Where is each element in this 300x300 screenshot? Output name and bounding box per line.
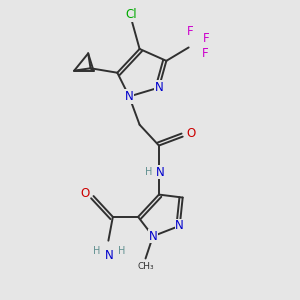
Text: N: N xyxy=(154,81,163,94)
Text: F: F xyxy=(202,47,208,60)
Text: CH₃: CH₃ xyxy=(137,262,154,271)
Text: H: H xyxy=(118,246,125,256)
Text: H: H xyxy=(93,246,100,256)
Text: N: N xyxy=(125,90,134,103)
Text: O: O xyxy=(186,127,196,140)
Text: H: H xyxy=(145,167,152,177)
Text: N: N xyxy=(105,249,113,262)
Text: F: F xyxy=(203,32,210,45)
Text: N: N xyxy=(156,166,165,179)
Text: F: F xyxy=(187,25,194,38)
Text: Cl: Cl xyxy=(126,8,137,21)
Text: N: N xyxy=(175,219,184,232)
Text: N: N xyxy=(148,230,157,243)
Text: O: O xyxy=(81,187,90,200)
